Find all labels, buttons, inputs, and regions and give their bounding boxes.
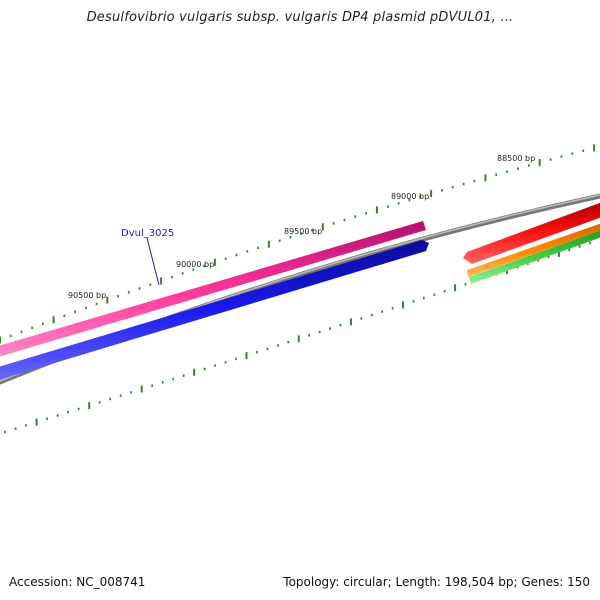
gene-label-dvul-3025[interactable]: Dvul_3025	[121, 228, 174, 239]
summary-text: Topology: circular; Length: 198,504 bp; …	[283, 575, 590, 589]
accession-text: Accession: NC_008741	[9, 575, 146, 589]
gene-bar-red[interactable]	[463, 201, 600, 264]
gene-bar-orange[interactable]	[467, 222, 600, 277]
gene-label-leader	[146, 237, 160, 286]
map-title: Desulfovibrio vulgaris subsp. vulgaris D…	[86, 10, 514, 25]
tick-label-90000: 90000 bp	[176, 260, 214, 269]
tick-label-88500: 88500 bp	[497, 154, 535, 163]
gene-bar-pink[interactable]	[0, 221, 426, 358]
outer-tick-ruler	[0, 144, 596, 344]
backbone-line	[0, 193, 600, 385]
tick-label-89000: 89000 bp	[391, 192, 429, 201]
gene-bar-green[interactable]	[469, 229, 600, 284]
tick-label-89500: 89500 bp	[284, 227, 322, 236]
tick-label-90500: 90500 bp	[68, 291, 106, 300]
gene-bar-blue[interactable]	[0, 240, 429, 381]
